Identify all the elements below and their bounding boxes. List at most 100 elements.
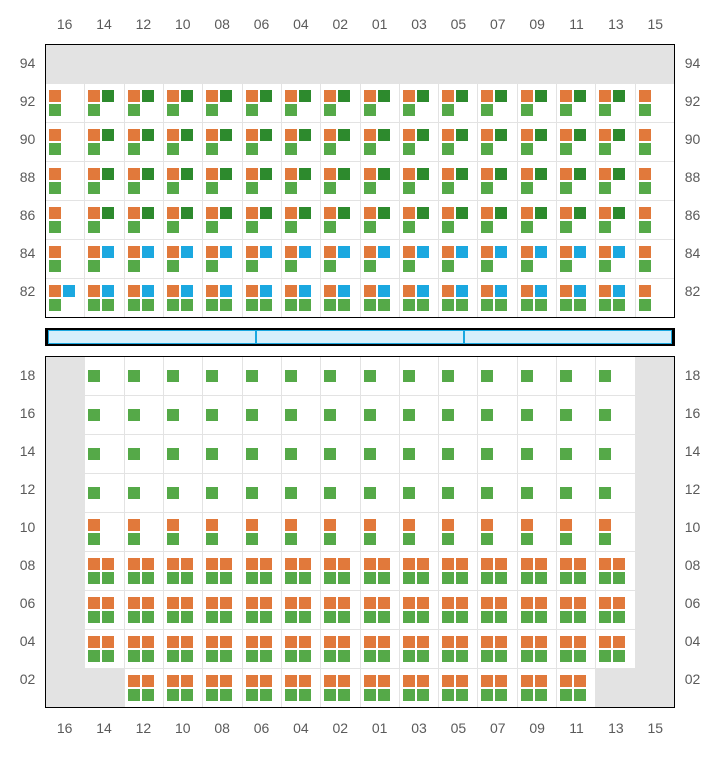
cell[interactable] xyxy=(203,396,242,434)
cell[interactable] xyxy=(596,201,635,239)
cell[interactable] xyxy=(85,513,124,551)
cell[interactable] xyxy=(636,123,674,161)
cell[interactable] xyxy=(557,669,596,707)
cell[interactable] xyxy=(85,591,124,629)
cell[interactable] xyxy=(243,201,282,239)
cell[interactable] xyxy=(478,474,517,512)
cell[interactable] xyxy=(164,240,203,278)
cell[interactable] xyxy=(321,279,360,317)
cell[interactable] xyxy=(125,513,164,551)
cell[interactable] xyxy=(203,591,242,629)
cell[interactable] xyxy=(321,435,360,473)
cell[interactable] xyxy=(125,630,164,668)
cell[interactable] xyxy=(518,591,557,629)
cell[interactable] xyxy=(439,396,478,434)
cell[interactable] xyxy=(125,201,164,239)
cell[interactable] xyxy=(439,279,478,317)
cell[interactable] xyxy=(361,240,400,278)
cell[interactable] xyxy=(164,123,203,161)
cell[interactable] xyxy=(557,201,596,239)
cell[interactable] xyxy=(596,396,635,434)
cell[interactable] xyxy=(439,84,478,122)
cell[interactable] xyxy=(557,513,596,551)
cell[interactable] xyxy=(557,552,596,590)
cell[interactable] xyxy=(596,630,635,668)
cell[interactable] xyxy=(203,552,242,590)
cell[interactable] xyxy=(321,84,360,122)
cell[interactable] xyxy=(557,84,596,122)
cell[interactable] xyxy=(361,396,400,434)
cell[interactable] xyxy=(518,84,557,122)
cell[interactable] xyxy=(518,435,557,473)
cell[interactable] xyxy=(164,513,203,551)
cell[interactable] xyxy=(361,201,400,239)
cell[interactable] xyxy=(203,162,242,200)
cell[interactable] xyxy=(518,279,557,317)
cell[interactable] xyxy=(85,357,124,395)
cell[interactable] xyxy=(282,513,321,551)
cell[interactable] xyxy=(400,279,439,317)
cell[interactable] xyxy=(518,201,557,239)
cell[interactable] xyxy=(243,435,282,473)
cell[interactable] xyxy=(361,552,400,590)
cell[interactable] xyxy=(243,396,282,434)
cell[interactable] xyxy=(125,240,164,278)
cell[interactable] xyxy=(596,279,635,317)
cell[interactable] xyxy=(125,552,164,590)
cell[interactable] xyxy=(203,474,242,512)
cell[interactable] xyxy=(164,201,203,239)
cell[interactable] xyxy=(282,84,321,122)
cell[interactable] xyxy=(243,357,282,395)
cell[interactable] xyxy=(85,240,124,278)
cell[interactable] xyxy=(636,162,674,200)
cell[interactable] xyxy=(243,552,282,590)
cell[interactable] xyxy=(400,240,439,278)
cell[interactable] xyxy=(557,591,596,629)
cell[interactable] xyxy=(203,435,242,473)
cell[interactable] xyxy=(518,396,557,434)
cell[interactable] xyxy=(46,279,85,317)
cell[interactable] xyxy=(243,240,282,278)
cell[interactable] xyxy=(636,84,674,122)
cell[interactable] xyxy=(46,84,85,122)
cell[interactable] xyxy=(243,669,282,707)
cell[interactable] xyxy=(439,630,478,668)
cell[interactable] xyxy=(557,435,596,473)
cell[interactable] xyxy=(361,474,400,512)
cell[interactable] xyxy=(361,123,400,161)
cell[interactable] xyxy=(478,396,517,434)
cell[interactable] xyxy=(478,201,517,239)
cell[interactable] xyxy=(282,162,321,200)
cell[interactable] xyxy=(400,552,439,590)
cell[interactable] xyxy=(125,279,164,317)
cell[interactable] xyxy=(518,513,557,551)
cell[interactable] xyxy=(518,123,557,161)
cell[interactable] xyxy=(478,357,517,395)
cell[interactable] xyxy=(243,474,282,512)
cell[interactable] xyxy=(478,123,517,161)
cell[interactable] xyxy=(439,669,478,707)
cell[interactable] xyxy=(46,240,85,278)
cell[interactable] xyxy=(478,435,517,473)
cell[interactable] xyxy=(557,240,596,278)
cell[interactable] xyxy=(46,162,85,200)
cell[interactable] xyxy=(85,552,124,590)
cell[interactable] xyxy=(596,84,635,122)
cell[interactable] xyxy=(282,474,321,512)
cell[interactable] xyxy=(243,84,282,122)
cell[interactable] xyxy=(478,630,517,668)
cell[interactable] xyxy=(400,396,439,434)
cell[interactable] xyxy=(557,474,596,512)
cell[interactable] xyxy=(282,279,321,317)
cell[interactable] xyxy=(125,357,164,395)
cell[interactable] xyxy=(400,513,439,551)
cell[interactable] xyxy=(636,279,674,317)
cell[interactable] xyxy=(203,84,242,122)
cell[interactable] xyxy=(321,201,360,239)
cell[interactable] xyxy=(164,435,203,473)
cell[interactable] xyxy=(361,435,400,473)
cell[interactable] xyxy=(125,669,164,707)
cell[interactable] xyxy=(46,123,85,161)
cell[interactable] xyxy=(164,591,203,629)
cell[interactable] xyxy=(243,630,282,668)
